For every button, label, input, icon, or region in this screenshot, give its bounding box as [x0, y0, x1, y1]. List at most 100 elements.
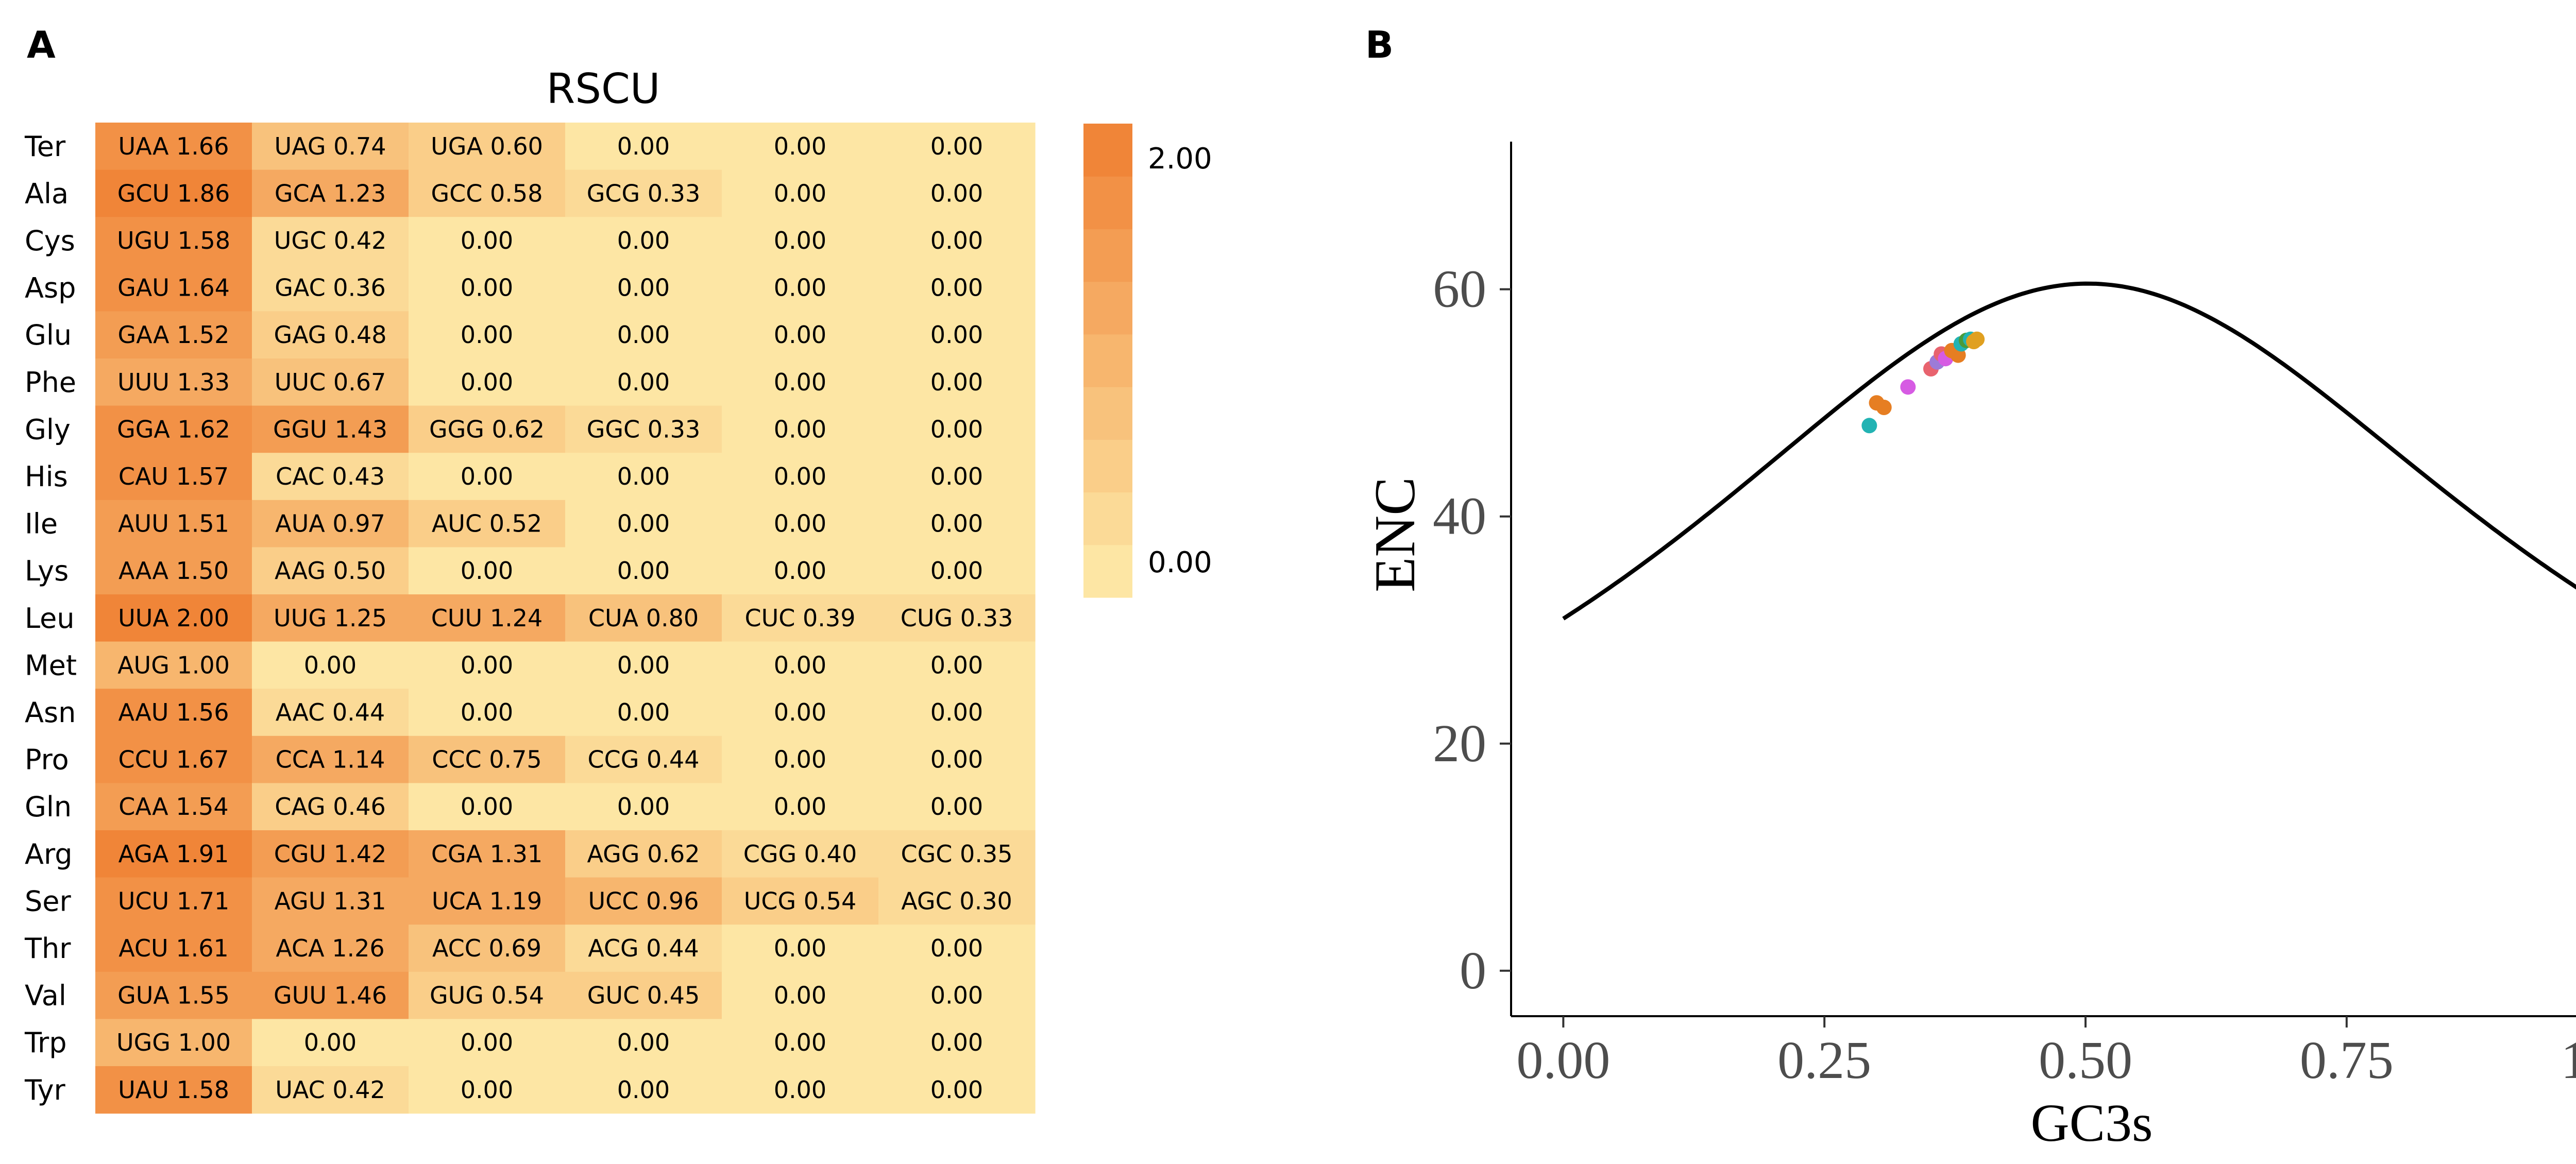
- heatmap-cell: [878, 500, 1036, 547]
- heatmap-cell-label: 0.00: [930, 368, 983, 396]
- heatmap-cell: [878, 735, 1036, 783]
- heatmap-cell: [878, 594, 1036, 642]
- heatmap-cell-label: UGU 1.58: [117, 227, 230, 254]
- heatmap-cell: [252, 453, 409, 501]
- heatmap-cell-label: 0.00: [930, 227, 983, 254]
- heatmap-cell: [95, 264, 252, 312]
- heatmap-cell-label: 0.00: [774, 415, 826, 443]
- legend-color-step: [1083, 281, 1132, 335]
- heatmap-cells: UAA 1.66 UAG 0.74 UGA 0.60 0.00 0.00 0.00 GCU …: [95, 123, 1036, 1114]
- heatmap-cell-label: 0.00: [930, 415, 983, 443]
- heatmap-cell: [95, 641, 252, 689]
- heatmap-cell-label: 0.00: [461, 321, 513, 349]
- panel-a: A RSCU Ter Ala Cys Asp Glu Phe Gly His Ile Lys Leu…: [24, 23, 1212, 1114]
- heatmap-cell: [252, 689, 409, 737]
- y-axis-title: ENC: [1363, 477, 1427, 592]
- heatmap-cell-label: CAG 0.46: [275, 793, 385, 820]
- heatmap-cell-label: 0.00: [930, 698, 983, 726]
- heatmap-cell-label: 0.00: [461, 1029, 513, 1056]
- scatter-point: [1900, 379, 1916, 395]
- heatmap-cell: [565, 358, 722, 406]
- heatmap-cell-label: UAC 0.42: [275, 1076, 385, 1104]
- heatmap-row-label: Val: [25, 980, 66, 1012]
- heatmap-cell-label: 0.00: [461, 1076, 513, 1104]
- heatmap-cell: [95, 877, 252, 925]
- heatmap-cell: [565, 735, 722, 783]
- x-tick-label: 0.00: [1516, 1031, 1610, 1090]
- heatmap-cell-label: GUU 1.46: [274, 982, 387, 1009]
- heatmap-cell: [95, 405, 252, 453]
- heatmap-cell-label: GAC 0.36: [275, 274, 385, 302]
- heatmap-cell: [878, 123, 1036, 170]
- heatmap-cell-label: UAA 1.66: [118, 132, 229, 160]
- heatmap-cell: [95, 1019, 252, 1067]
- heatmap-cell: [409, 405, 566, 453]
- heatmap-cell-label: GUC 0.45: [587, 982, 700, 1009]
- heatmap-row-label: Gln: [25, 791, 72, 823]
- heatmap-cell: [409, 264, 566, 312]
- heatmap-cell: [878, 405, 1036, 453]
- heatmap-cell-label: 0.00: [774, 510, 826, 538]
- heatmap-cell-label: GGC 0.33: [587, 415, 700, 443]
- scatter-axes: 0 20 40 60 0.00 0.25 0.50 0.75 1.00: [1433, 142, 2576, 1090]
- heatmap-cell: [252, 1019, 409, 1067]
- heatmap-row-label: Ala: [25, 177, 69, 210]
- heatmap-cell: [95, 217, 252, 265]
- heatmap-cell-label: 0.00: [617, 368, 670, 396]
- heatmap-cell: [409, 783, 566, 831]
- heatmap-cell-label: 0.00: [774, 746, 826, 774]
- heatmap-cell: [252, 123, 409, 170]
- heatmap-cell-label: GAU 1.64: [117, 274, 230, 302]
- heatmap-cell: [565, 123, 722, 170]
- heatmap-cell: [722, 264, 879, 312]
- heatmap-cell-label: 0.00: [930, 1076, 983, 1104]
- heatmap-cell: [722, 311, 879, 359]
- panel-b: B 0 20 40 60 0.00 0.25 0.50 0.75 1.00 GC3s ENC: [1363, 23, 2576, 1153]
- heatmap-cell: [252, 500, 409, 547]
- heatmap-cell: [722, 830, 879, 878]
- legend-color-step: [1083, 229, 1132, 282]
- heatmap-cell: [409, 641, 566, 689]
- heatmap-cell-label: AGC 0.30: [901, 887, 1012, 915]
- heatmap-row-label: Leu: [25, 602, 75, 635]
- heatmap-row-labels: Ter Ala Cys Asp Glu Phe Gly His Ile Lys Leu Met Asn P…: [24, 130, 77, 1106]
- heatmap-cell: [252, 925, 409, 972]
- heatmap-cell-label: 0.00: [617, 557, 670, 585]
- heatmap-cell: [722, 1019, 879, 1067]
- heatmap-cell: [252, 264, 409, 312]
- heatmap-cell: [565, 830, 722, 878]
- heatmap-row-label: Ile: [25, 508, 58, 540]
- heatmap-cell: [565, 453, 722, 501]
- heatmap-cell: [95, 1066, 252, 1114]
- scatter-point: [1969, 331, 1985, 347]
- heatmap-cell-label: 0.00: [617, 227, 670, 254]
- heatmap-cell-label: AUG 1.00: [117, 651, 230, 679]
- heatmap-cell: [95, 500, 252, 547]
- heatmap-cell: [722, 925, 879, 972]
- heatmap-cell: [252, 311, 409, 359]
- heatmap-cell: [409, 453, 566, 501]
- heatmap-cell-label: UCU 1.71: [118, 887, 230, 915]
- heatmap-cell-label: UGC 0.42: [274, 227, 386, 254]
- heatmap-cell-label: GUG 0.54: [430, 982, 544, 1009]
- heatmap-row-label: Lys: [25, 555, 69, 587]
- heatmap-cell: [409, 123, 566, 170]
- legend-color-step: [1083, 176, 1132, 230]
- heatmap-cell-label: AAU 1.56: [118, 698, 229, 726]
- heatmap-cell: [565, 169, 722, 217]
- heatmap-cell: [878, 877, 1036, 925]
- heatmap-cell: [252, 405, 409, 453]
- heatmap-cell: [878, 1066, 1036, 1114]
- heatmap-cell: [565, 1019, 722, 1067]
- panel-label-b: B: [1365, 23, 1394, 66]
- heatmap-cell: [409, 1066, 566, 1114]
- x-tick-label: 0.25: [1777, 1031, 1871, 1090]
- heatmap-cell: [565, 311, 722, 359]
- heatmap-cell-label: 0.00: [774, 179, 826, 207]
- panel-label-a: A: [27, 23, 56, 66]
- heatmap-cell-label: GGU 1.43: [273, 415, 387, 443]
- heatmap-cell-label: 0.00: [774, 557, 826, 585]
- heatmap-cell: [95, 311, 252, 359]
- heatmap-cell: [878, 169, 1036, 217]
- heatmap-cell-label: AAC 0.44: [276, 698, 385, 726]
